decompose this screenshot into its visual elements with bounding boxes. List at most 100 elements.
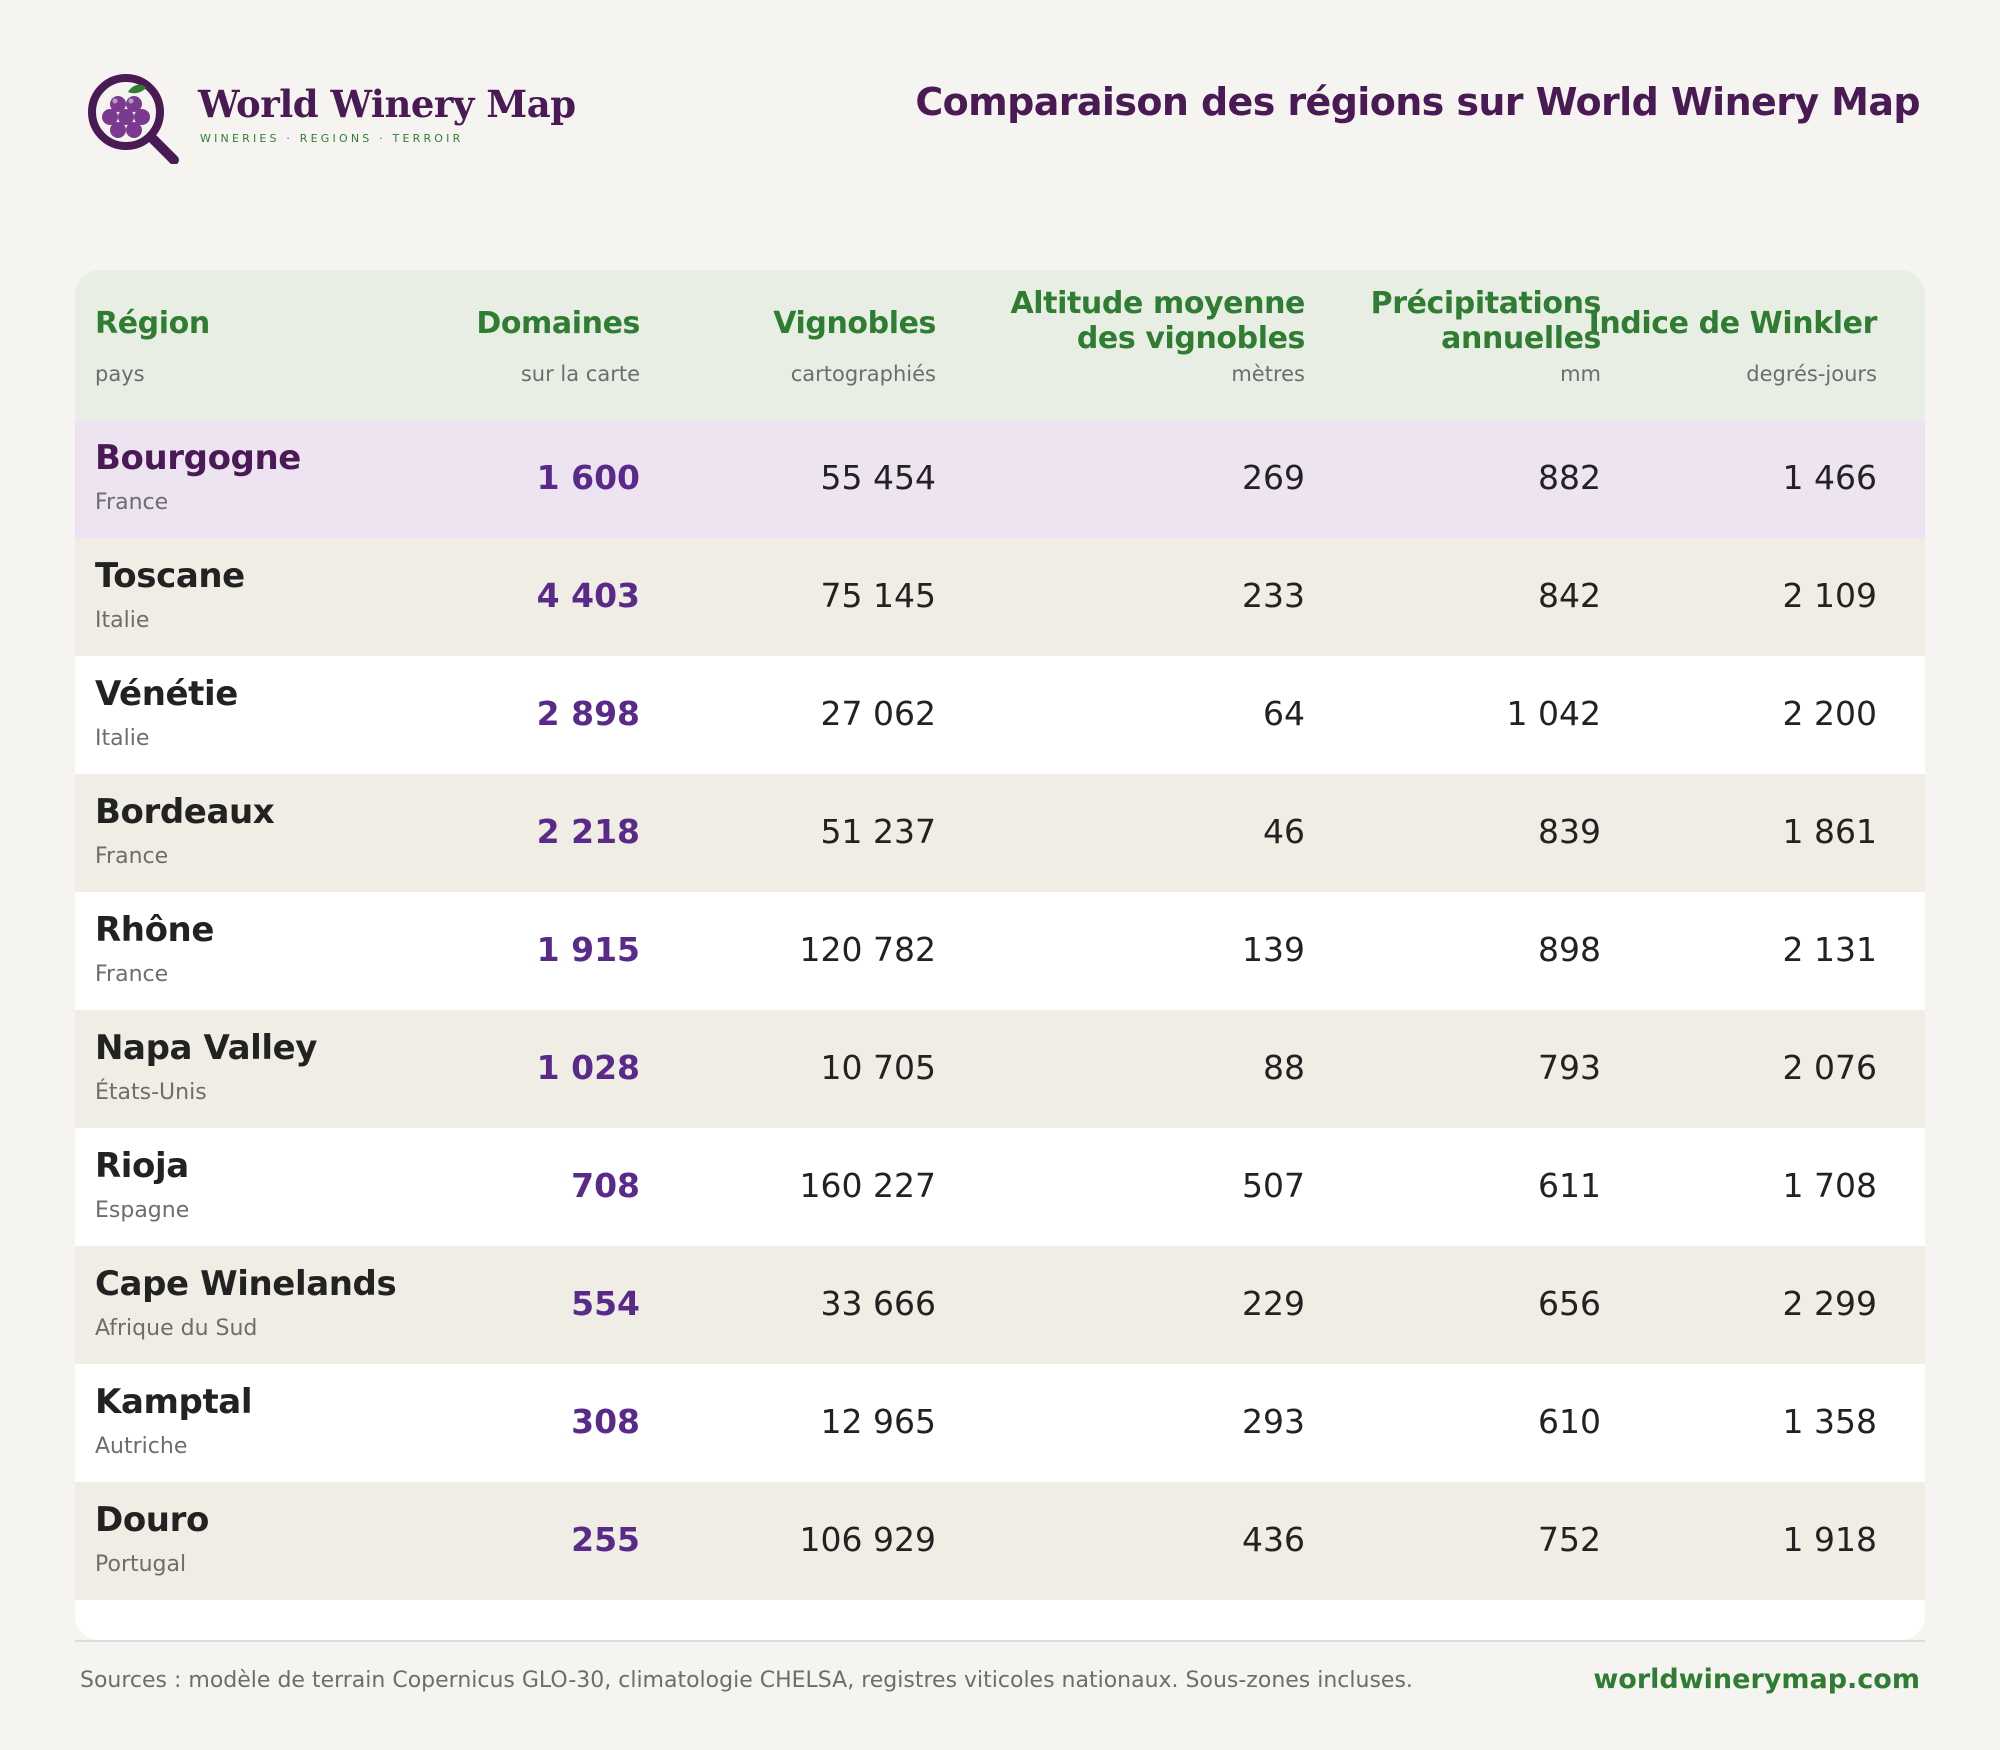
cell-domaines: 308 xyxy=(571,1402,640,1441)
cell-winkler: 1 708 xyxy=(1782,1166,1877,1205)
table-row: Douro Portugal 255 106 929 436 752 1 918 xyxy=(75,1482,1925,1600)
cell-altitude: 436 xyxy=(1242,1520,1305,1559)
region-country: Italie xyxy=(95,726,150,751)
magnifier-grapes-icon xyxy=(88,74,179,164)
table-row: Rhône France 1 915 120 782 139 898 2 131 xyxy=(75,892,1925,1010)
cell-precip: 898 xyxy=(1538,930,1601,969)
col-sub-domaines: sur la carte xyxy=(520,362,640,386)
cell-winkler: 2 109 xyxy=(1782,576,1877,615)
table-row: Bourgogne France 1 600 55 454 269 882 1 … xyxy=(75,420,1925,538)
table-row: Kamptal Autriche 308 12 965 293 610 1 35… xyxy=(75,1364,1925,1482)
cell-precip: 839 xyxy=(1538,812,1601,851)
col-sub-altitude: mètres xyxy=(1231,362,1305,386)
col-header-altitude: Altitude moyenne des vignobles xyxy=(1010,286,1305,356)
table-header: Région pays Domaines sur la carte Vignob… xyxy=(75,270,1925,420)
cell-vignobles: 55 454 xyxy=(820,458,936,497)
cell-winkler: 1 861 xyxy=(1782,812,1877,851)
region-name: Toscane xyxy=(95,556,245,596)
cell-domaines: 554 xyxy=(571,1284,640,1323)
cell-domaines: 1 600 xyxy=(536,458,640,497)
col-header-precip: Précipitations annuelles xyxy=(1370,286,1602,356)
cell-altitude: 46 xyxy=(1263,812,1305,851)
cell-domaines: 255 xyxy=(571,1520,640,1559)
cell-winkler: 1 918 xyxy=(1782,1520,1877,1559)
cell-altitude: 88 xyxy=(1263,1048,1305,1087)
cell-precip: 842 xyxy=(1538,576,1601,615)
cell-altitude: 229 xyxy=(1242,1284,1305,1323)
brand-name: World Winery Map xyxy=(198,82,576,126)
cell-altitude: 64 xyxy=(1263,694,1305,733)
col-sub-precip: mm xyxy=(1560,362,1601,386)
cell-vignobles: 120 782 xyxy=(799,930,936,969)
cell-domaines: 1 028 xyxy=(536,1048,640,1087)
region-name: Rhône xyxy=(95,910,215,950)
table-row: Toscane Italie 4 403 75 145 233 842 2 10… xyxy=(75,538,1925,656)
cell-vignobles: 33 666 xyxy=(820,1284,936,1323)
region-name: Bordeaux xyxy=(95,792,275,832)
cell-domaines: 2 218 xyxy=(536,812,640,851)
region-country: Espagne xyxy=(95,1198,190,1223)
col-sub-winkler: degrés-jours xyxy=(1746,362,1877,386)
col-header-precip-line1: Précipitations xyxy=(1370,286,1602,321)
region-name: Napa Valley xyxy=(95,1028,318,1068)
cell-altitude: 139 xyxy=(1242,930,1305,969)
cell-domaines: 2 898 xyxy=(536,694,640,733)
cell-altitude: 269 xyxy=(1242,458,1305,497)
cell-vignobles: 10 705 xyxy=(820,1048,936,1087)
table-row: Cape Winelands Afrique du Sud 554 33 666… xyxy=(75,1246,1925,1364)
region-name: Douro xyxy=(95,1500,209,1540)
region-country: Portugal xyxy=(95,1552,187,1577)
cell-winkler: 1 466 xyxy=(1782,458,1877,497)
page-title: Comparaison des régions sur World Winery… xyxy=(915,80,1920,124)
site-link[interactable]: worldwinerymap.com xyxy=(1593,1664,1920,1695)
region-country: Autriche xyxy=(95,1434,188,1459)
region-name: Kamptal xyxy=(95,1382,253,1422)
cell-altitude: 507 xyxy=(1242,1166,1305,1205)
table-row: Rioja Espagne 708 160 227 507 611 1 708 xyxy=(75,1128,1925,1246)
region-country: États-Unis xyxy=(95,1080,207,1105)
cell-altitude: 233 xyxy=(1242,576,1305,615)
comparison-table: Région pays Domaines sur la carte Vignob… xyxy=(75,270,1925,1640)
region-country: Afrique du Sud xyxy=(95,1316,258,1341)
region-name: Rioja xyxy=(95,1146,189,1186)
region-country: France xyxy=(95,844,169,869)
cell-precip: 610 xyxy=(1538,1402,1601,1441)
table-row: Bordeaux France 2 218 51 237 46 839 1 86… xyxy=(75,774,1925,892)
cell-vignobles: 12 965 xyxy=(820,1402,936,1441)
cell-domaines: 1 915 xyxy=(536,930,640,969)
cell-precip: 793 xyxy=(1538,1048,1601,1087)
cell-vignobles: 27 062 xyxy=(820,694,936,733)
region-country: France xyxy=(95,490,169,515)
cell-precip: 1 042 xyxy=(1506,694,1601,733)
cell-precip: 611 xyxy=(1538,1166,1601,1205)
cell-winkler: 2 200 xyxy=(1782,694,1877,733)
cell-winkler: 2 076 xyxy=(1782,1048,1877,1087)
cell-altitude: 293 xyxy=(1242,1402,1305,1441)
footer-divider xyxy=(75,1640,1925,1642)
cell-vignobles: 75 145 xyxy=(820,576,936,615)
col-sub-vignobles: cartographiés xyxy=(790,362,936,386)
cell-precip: 656 xyxy=(1538,1284,1601,1323)
cell-winkler: 2 299 xyxy=(1782,1284,1877,1323)
cell-domaines: 708 xyxy=(571,1166,640,1205)
col-header-altitude-line2: des vignobles xyxy=(1076,321,1306,356)
cell-winkler: 2 131 xyxy=(1782,930,1877,969)
table-row: Napa Valley États-Unis 1 028 10 705 88 7… xyxy=(75,1010,1925,1128)
col-sub-region: pays xyxy=(95,362,145,386)
table-row: Vénétie Italie 2 898 27 062 64 1 042 2 2… xyxy=(75,656,1925,774)
cell-vignobles: 51 237 xyxy=(820,812,936,851)
col-header-domaines: Domaines xyxy=(476,306,640,341)
cell-precip: 882 xyxy=(1538,458,1601,497)
col-header-precip-line2: annuelles xyxy=(1441,321,1601,356)
cell-precip: 752 xyxy=(1538,1520,1601,1559)
region-name: Cape Winelands xyxy=(95,1264,397,1304)
region-name: Bourgogne xyxy=(95,438,301,478)
col-header-vignobles: Vignobles xyxy=(773,306,936,341)
region-name: Vénétie xyxy=(95,674,238,714)
col-header-region: Région xyxy=(95,306,210,341)
cell-domaines: 4 403 xyxy=(536,576,640,615)
region-country: Italie xyxy=(95,608,150,633)
cell-vignobles: 106 929 xyxy=(799,1520,936,1559)
brand-tagline: WINERIES · REGIONS · TERROIR xyxy=(200,132,464,145)
cell-vignobles: 160 227 xyxy=(799,1166,936,1205)
